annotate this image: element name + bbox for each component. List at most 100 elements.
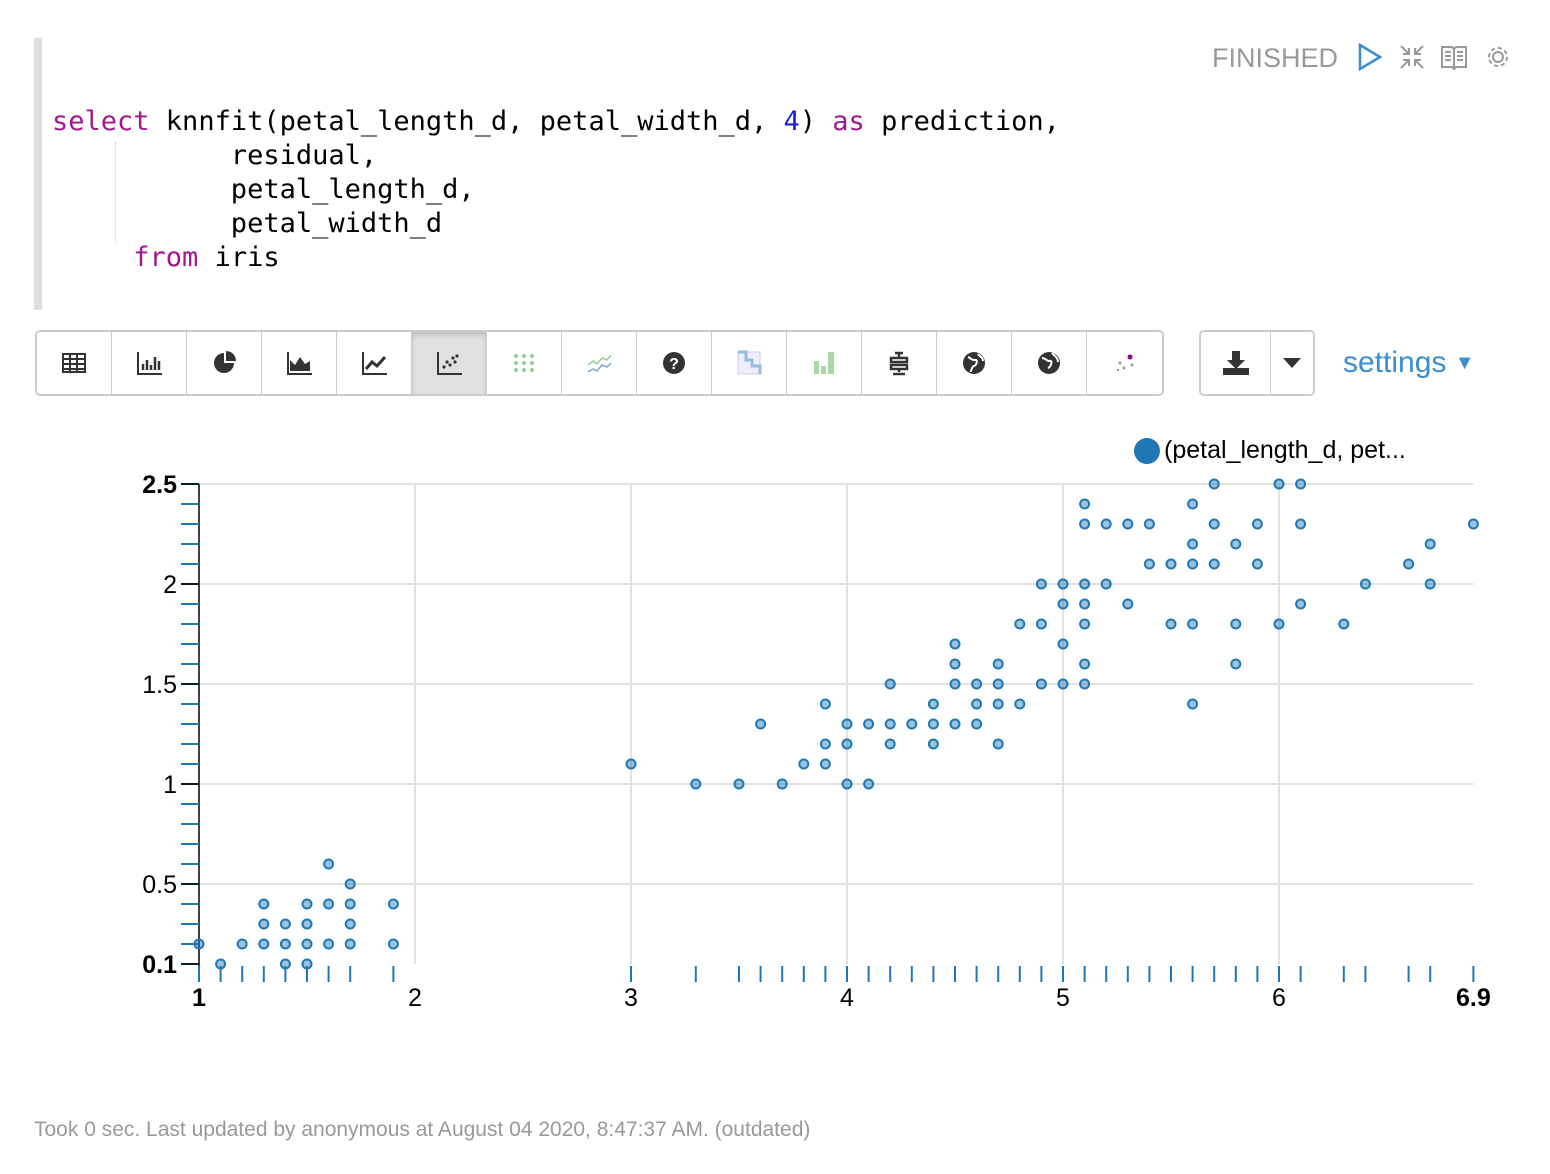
data-point bbox=[1035, 678, 1047, 690]
caret-down-icon: ▼ bbox=[1454, 352, 1475, 374]
data-point bbox=[1208, 558, 1220, 570]
pie-chart-icon bbox=[214, 351, 236, 373]
code-token: as bbox=[832, 106, 865, 137]
settings-toggle[interactable]: settings ▼ bbox=[1343, 346, 1475, 380]
y-tick-label: 1 bbox=[163, 771, 177, 799]
data-point bbox=[1230, 658, 1242, 670]
y-tick-label: 2.5 bbox=[142, 471, 177, 499]
x-tick-label: 5 bbox=[1056, 984, 1070, 1012]
data-point bbox=[733, 778, 745, 790]
chart-type-box-plot-button[interactable] bbox=[862, 332, 937, 394]
data-point bbox=[1424, 538, 1436, 550]
gear-icon bbox=[1488, 47, 1508, 67]
chart-type-pie-chart-button[interactable] bbox=[187, 332, 262, 394]
chart-type-world-map-2-button[interactable] bbox=[1012, 332, 1087, 394]
data-point bbox=[927, 698, 939, 710]
data-point bbox=[279, 938, 291, 950]
y-tick-label: 2 bbox=[163, 571, 177, 599]
data-point bbox=[819, 698, 831, 710]
code-token: knnfit(petal_length_d, petal_width_d, bbox=[149, 106, 784, 137]
chart-type-help-button[interactable]: ? bbox=[637, 332, 712, 394]
code-line: from iris bbox=[52, 241, 1060, 275]
data-point bbox=[323, 938, 335, 950]
world-map-2-icon bbox=[1038, 352, 1060, 374]
chart-type-table-button[interactable] bbox=[37, 332, 112, 394]
data-point bbox=[863, 778, 875, 790]
visualization-toolbar: ? bbox=[35, 330, 1164, 396]
data-point bbox=[884, 678, 896, 690]
data-point bbox=[971, 678, 983, 690]
data-point bbox=[236, 938, 248, 950]
chart-legend[interactable]: (petal_length_d, pet... bbox=[1134, 436, 1406, 465]
chart-type-world-map-button[interactable] bbox=[937, 332, 1012, 394]
data-point bbox=[1273, 618, 1285, 630]
chart-type-bar-chart-button[interactable] bbox=[112, 332, 187, 394]
correlation-icon bbox=[737, 350, 762, 375]
code-line: select knnfit(petal_length_d, petal_widt… bbox=[52, 105, 1060, 139]
help-icon: ? bbox=[663, 352, 685, 374]
legend-label: (petal_length_d, pet... bbox=[1164, 436, 1406, 464]
download-group bbox=[1199, 330, 1315, 396]
code-editor[interactable]: select knnfit(petal_length_d, petal_widt… bbox=[52, 105, 1060, 275]
data-point bbox=[279, 918, 291, 930]
toggle-editor-button[interactable] bbox=[1438, 40, 1470, 74]
scatter-chart: 0.1 0.5 1 1.5 2 2.5 1 2 3 4 5 6 6.9 bbox=[142, 471, 1491, 1012]
data-point bbox=[1079, 658, 1091, 670]
code-token: residual, bbox=[52, 140, 378, 171]
heatmap-icon bbox=[514, 354, 534, 372]
chart-type-bubble-button[interactable] bbox=[1087, 332, 1162, 394]
data-point bbox=[927, 718, 939, 730]
chart-type-scatter-chart-button[interactable] bbox=[412, 332, 487, 394]
chart-type-area-chart-button[interactable] bbox=[262, 332, 337, 394]
book-icon bbox=[1441, 46, 1467, 71]
x-tick-label: 2 bbox=[408, 984, 422, 1012]
data-point bbox=[1467, 518, 1479, 530]
data-point bbox=[301, 918, 313, 930]
data-point bbox=[258, 938, 270, 950]
paragraph-editor-gutter bbox=[34, 38, 42, 310]
compress-icon bbox=[1400, 45, 1424, 69]
code-token: from bbox=[133, 242, 199, 273]
data-point bbox=[992, 678, 1004, 690]
code-line: petal_length_d, bbox=[52, 173, 1060, 207]
caret-down-icon bbox=[1283, 358, 1301, 368]
data-point bbox=[301, 938, 313, 950]
data-point bbox=[1079, 498, 1091, 510]
data-point bbox=[1230, 618, 1242, 630]
run-button[interactable] bbox=[1354, 40, 1386, 74]
data-point bbox=[387, 938, 399, 950]
paragraph-settings-button[interactable] bbox=[1482, 40, 1514, 74]
data-point bbox=[1143, 518, 1155, 530]
data-point bbox=[1079, 678, 1091, 690]
data-point bbox=[1035, 618, 1047, 630]
data-point bbox=[949, 638, 961, 650]
collapse-button[interactable] bbox=[1396, 40, 1428, 74]
chart-type-bar-green-button[interactable] bbox=[787, 332, 862, 394]
data-point bbox=[1251, 558, 1263, 570]
data-point bbox=[1273, 478, 1285, 490]
line-chart-icon bbox=[362, 352, 387, 375]
data-point bbox=[1100, 578, 1112, 590]
data-point bbox=[301, 958, 313, 970]
data-point bbox=[949, 718, 961, 730]
code-token bbox=[52, 242, 133, 273]
data-point bbox=[884, 738, 896, 750]
x-tick-label: 3 bbox=[624, 984, 638, 1012]
x-tick-label: 6.9 bbox=[1456, 984, 1491, 1012]
data-point bbox=[755, 718, 767, 730]
y-tick-label: 0.1 bbox=[142, 951, 177, 979]
data-point bbox=[1424, 578, 1436, 590]
code-token: iris bbox=[198, 242, 280, 273]
data-point bbox=[193, 938, 205, 950]
data-point bbox=[1014, 618, 1026, 630]
chart-type-spark-lines-button[interactable] bbox=[562, 332, 637, 394]
chart-type-correlation-button[interactable] bbox=[712, 332, 787, 394]
chart-type-line-chart-button[interactable] bbox=[337, 332, 412, 394]
chart-type-heatmap-button[interactable] bbox=[487, 332, 562, 394]
data-point bbox=[1251, 518, 1263, 530]
download-options-dropdown[interactable] bbox=[1271, 332, 1313, 394]
indent-guide bbox=[115, 142, 116, 242]
download-button[interactable] bbox=[1201, 332, 1271, 394]
box-plot-icon bbox=[889, 351, 909, 376]
data-point bbox=[1165, 618, 1177, 630]
